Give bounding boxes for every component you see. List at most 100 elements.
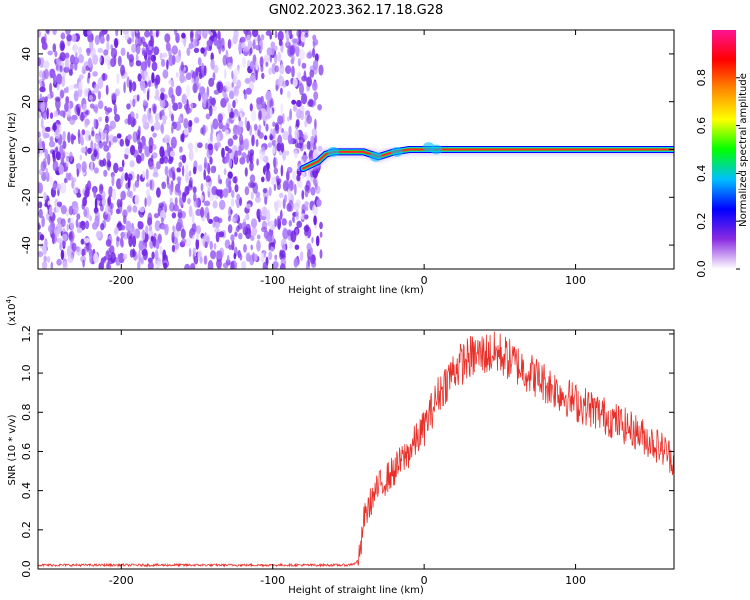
noise-speck	[97, 90, 101, 100]
noise-speck	[209, 193, 214, 202]
noise-speck	[316, 199, 322, 207]
noise-speck	[208, 77, 215, 87]
noise-speck	[64, 151, 71, 158]
noise-speck	[110, 47, 118, 59]
noise-speck	[126, 76, 130, 88]
noise-speck	[292, 104, 298, 112]
noise-speck	[120, 47, 126, 56]
noise-speck	[227, 148, 232, 154]
noise-speck	[268, 251, 273, 260]
colorbar-label: Normalized spectral amplitude	[738, 73, 749, 227]
noise-speck	[310, 186, 316, 196]
noise-speck	[134, 194, 140, 206]
noise-speck	[205, 162, 209, 172]
noise-speck	[79, 154, 83, 161]
noise-speck	[92, 71, 98, 77]
noise-speck	[116, 133, 122, 139]
noise-speck	[89, 215, 93, 222]
noise-speck	[122, 209, 128, 218]
noise-speck	[207, 143, 213, 151]
noise-speck	[222, 54, 227, 66]
noise-speck	[62, 140, 67, 150]
noise-speck	[46, 30, 50, 35]
noise-speck	[239, 133, 244, 146]
noise-speck	[85, 118, 90, 126]
noise-speck	[209, 35, 215, 41]
noise-speck	[117, 253, 121, 260]
noise-speck	[203, 255, 208, 265]
noise-speck	[142, 113, 148, 126]
noise-speck	[269, 220, 275, 231]
noise-speck	[270, 41, 276, 49]
noise-speck	[230, 198, 235, 207]
noise-speck	[135, 60, 142, 67]
noise-speck	[228, 206, 233, 218]
noise-speck	[104, 54, 111, 64]
noise-speck	[64, 178, 67, 184]
noise-speck	[185, 172, 190, 183]
x-tick-label: -200	[109, 274, 134, 287]
noise-speck	[301, 93, 308, 105]
noise-speck	[155, 239, 160, 250]
noise-speck	[190, 263, 196, 269]
noise-speck	[67, 131, 71, 143]
noise-speck	[110, 57, 116, 68]
noise-speck	[152, 144, 157, 151]
noise-speck	[317, 104, 322, 111]
noise-speck	[258, 124, 262, 131]
noise-speck	[78, 54, 84, 64]
noise-speck	[306, 243, 312, 252]
y-tick-label: 0.6	[20, 443, 33, 461]
noise-speck	[216, 39, 222, 50]
noise-speck	[224, 68, 227, 80]
noise-speck	[68, 205, 74, 216]
noise-speck	[44, 96, 48, 103]
x-tick-label: 0	[421, 274, 428, 287]
noise-speck	[171, 244, 176, 253]
noise-speck	[204, 241, 208, 249]
noise-speck	[293, 38, 300, 44]
noise-speck	[97, 47, 104, 54]
noise-speck	[168, 47, 172, 57]
noise-speck	[105, 250, 110, 261]
noise-speck	[307, 249, 311, 261]
noise-speck	[142, 229, 146, 241]
noise-speck	[146, 90, 150, 101]
noise-speck	[63, 66, 70, 73]
noise-speck	[61, 233, 68, 241]
noise-speck	[45, 126, 51, 132]
noise-speck	[171, 94, 176, 105]
noise-speck	[191, 223, 197, 233]
noise-speck	[94, 35, 100, 45]
noise-speck	[239, 197, 242, 206]
noise-speck	[88, 94, 93, 101]
noise-speck	[200, 206, 205, 218]
noise-speck	[102, 190, 106, 200]
colorbar-tick-label: 0.4	[695, 165, 708, 183]
noise-speck	[87, 72, 91, 79]
noise-speck	[261, 176, 265, 183]
noise-speck	[170, 184, 174, 192]
noise-speck	[184, 263, 191, 269]
noise-speck	[264, 107, 271, 120]
y-tick-label: -40	[20, 236, 33, 254]
noise-speck	[161, 181, 167, 190]
noise-speck	[61, 239, 66, 247]
noise-speck	[147, 216, 153, 227]
noise-speck	[216, 81, 221, 91]
noise-speck	[271, 62, 277, 75]
noise-speck	[292, 77, 298, 88]
noise-speck	[147, 261, 154, 269]
noise-speck	[171, 125, 174, 134]
noise-speck	[95, 134, 101, 144]
noise-speck	[98, 116, 103, 122]
noise-speck	[306, 140, 311, 150]
noise-speck	[38, 182, 43, 194]
noise-speck	[76, 213, 81, 220]
noise-speck	[66, 245, 72, 257]
noise-speck	[292, 215, 295, 222]
noise-speck	[38, 111, 41, 119]
noise-speck	[286, 150, 290, 156]
noise-speck	[299, 83, 304, 96]
